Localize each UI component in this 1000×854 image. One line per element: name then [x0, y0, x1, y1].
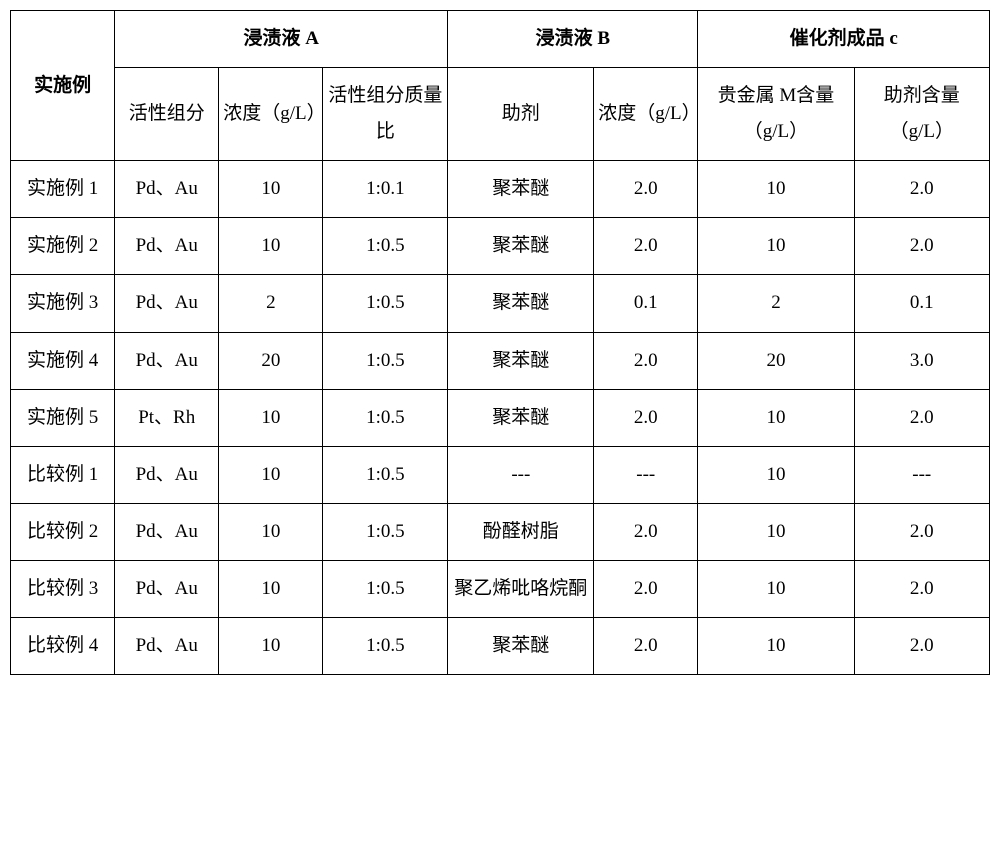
cell-a1: Pd、Au: [115, 161, 219, 218]
table-body: 实施例 1 Pd、Au 10 1:0.1 聚苯醚 2.0 10 2.0 实施例 …: [11, 161, 990, 675]
col-sub-a2: 浓度（g/L）: [219, 68, 323, 161]
cell-c2: ---: [854, 446, 989, 503]
table-row: 比较例 1 Pd、Au 10 1:0.5 --- --- 10 ---: [11, 446, 990, 503]
cell-a3: 1:0.5: [323, 446, 448, 503]
cell-a3: 1:0.5: [323, 275, 448, 332]
table-row: 实施例 1 Pd、Au 10 1:0.1 聚苯醚 2.0 10 2.0: [11, 161, 990, 218]
cell-c1: 20: [698, 332, 854, 389]
cell-c2: 0.1: [854, 275, 989, 332]
cell-b2: 2.0: [594, 618, 698, 675]
cell-a1: Pd、Au: [115, 560, 219, 617]
cell-a1: Pd、Au: [115, 332, 219, 389]
cell-a3: 1:0.5: [323, 332, 448, 389]
table-row: 实施例 2 Pd、Au 10 1:0.5 聚苯醚 2.0 10 2.0: [11, 218, 990, 275]
cell-b2: 2.0: [594, 503, 698, 560]
header-row-1: 实施例 浸渍液 A 浸渍液 B 催化剂成品 c: [11, 11, 990, 68]
cell-c2: 2.0: [854, 503, 989, 560]
cell-b1: 聚苯醚: [448, 332, 594, 389]
cell-a2: 10: [219, 618, 323, 675]
table-row: 比较例 4 Pd、Au 10 1:0.5 聚苯醚 2.0 10 2.0: [11, 618, 990, 675]
cell-b1: 聚苯醚: [448, 161, 594, 218]
cell-a3: 1:0.1: [323, 161, 448, 218]
cell-b1: 聚乙烯吡咯烷酮: [448, 560, 594, 617]
cell-a2: 10: [219, 218, 323, 275]
cell-b1: 聚苯醚: [448, 389, 594, 446]
cell-b2: 2.0: [594, 332, 698, 389]
cell-a2: 10: [219, 560, 323, 617]
cell-label: 比较例 2: [11, 503, 115, 560]
cell-b2: 0.1: [594, 275, 698, 332]
cell-a2: 20: [219, 332, 323, 389]
col-sub-c1: 贵金属 M含量（g/L）: [698, 68, 854, 161]
cell-b1: 酚醛树脂: [448, 503, 594, 560]
header-row-2: 活性组分 浓度（g/L） 活性组分质量比 助剂 浓度（g/L） 贵金属 M含量（…: [11, 68, 990, 161]
cell-b2: 2.0: [594, 218, 698, 275]
cell-c2: 2.0: [854, 218, 989, 275]
cell-a1: Pd、Au: [115, 446, 219, 503]
cell-c1: 10: [698, 618, 854, 675]
cell-a3: 1:0.5: [323, 618, 448, 675]
cell-c1: 10: [698, 218, 854, 275]
cell-a3: 1:0.5: [323, 389, 448, 446]
cell-label: 实施例 1: [11, 161, 115, 218]
table-row: 实施例 4 Pd、Au 20 1:0.5 聚苯醚 2.0 20 3.0: [11, 332, 990, 389]
cell-a2: 10: [219, 503, 323, 560]
cell-a1: Pd、Au: [115, 275, 219, 332]
cell-c2: 2.0: [854, 560, 989, 617]
cell-a3: 1:0.5: [323, 560, 448, 617]
col-sub-c2: 助剂含量（g/L）: [854, 68, 989, 161]
cell-b2: 2.0: [594, 560, 698, 617]
cell-a2: 10: [219, 389, 323, 446]
cell-a3: 1:0.5: [323, 218, 448, 275]
cell-label: 比较例 4: [11, 618, 115, 675]
cell-c1: 10: [698, 446, 854, 503]
table-row: 实施例 3 Pd、Au 2 1:0.5 聚苯醚 0.1 2 0.1: [11, 275, 990, 332]
cell-b2: 2.0: [594, 389, 698, 446]
cell-b1: ---: [448, 446, 594, 503]
cell-a2: 2: [219, 275, 323, 332]
cell-a1: Pt、Rh: [115, 389, 219, 446]
cell-a3: 1:0.5: [323, 503, 448, 560]
col-sub-b2: 浓度（g/L）: [594, 68, 698, 161]
col-header-group-a: 浸渍液 A: [115, 11, 448, 68]
cell-c1: 10: [698, 161, 854, 218]
cell-c2: 2.0: [854, 618, 989, 675]
col-header-group-b: 浸渍液 B: [448, 11, 698, 68]
table-row: 比较例 2 Pd、Au 10 1:0.5 酚醛树脂 2.0 10 2.0: [11, 503, 990, 560]
col-header-group-c: 催化剂成品 c: [698, 11, 990, 68]
col-header-example: 实施例: [11, 11, 115, 161]
cell-label: 实施例 5: [11, 389, 115, 446]
cell-c1: 10: [698, 560, 854, 617]
data-table: 实施例 浸渍液 A 浸渍液 B 催化剂成品 c 活性组分 浓度（g/L） 活性组…: [10, 10, 990, 675]
cell-c1: 10: [698, 503, 854, 560]
cell-a2: 10: [219, 161, 323, 218]
table-row: 比较例 3 Pd、Au 10 1:0.5 聚乙烯吡咯烷酮 2.0 10 2.0: [11, 560, 990, 617]
cell-label: 实施例 2: [11, 218, 115, 275]
cell-c2: 2.0: [854, 161, 989, 218]
cell-label: 比较例 3: [11, 560, 115, 617]
cell-b1: 聚苯醚: [448, 275, 594, 332]
cell-b1: 聚苯醚: [448, 218, 594, 275]
cell-a1: Pd、Au: [115, 618, 219, 675]
col-sub-a1: 活性组分: [115, 68, 219, 161]
cell-label: 实施例 4: [11, 332, 115, 389]
cell-a2: 10: [219, 446, 323, 503]
cell-a1: Pd、Au: [115, 503, 219, 560]
cell-c1: 2: [698, 275, 854, 332]
col-sub-a3: 活性组分质量比: [323, 68, 448, 161]
cell-a1: Pd、Au: [115, 218, 219, 275]
cell-c2: 2.0: [854, 389, 989, 446]
cell-c2: 3.0: [854, 332, 989, 389]
cell-label: 实施例 3: [11, 275, 115, 332]
cell-c1: 10: [698, 389, 854, 446]
cell-b1: 聚苯醚: [448, 618, 594, 675]
cell-label: 比较例 1: [11, 446, 115, 503]
col-sub-b1: 助剂: [448, 68, 594, 161]
cell-b2: 2.0: [594, 161, 698, 218]
cell-b2: ---: [594, 446, 698, 503]
table-row: 实施例 5 Pt、Rh 10 1:0.5 聚苯醚 2.0 10 2.0: [11, 389, 990, 446]
